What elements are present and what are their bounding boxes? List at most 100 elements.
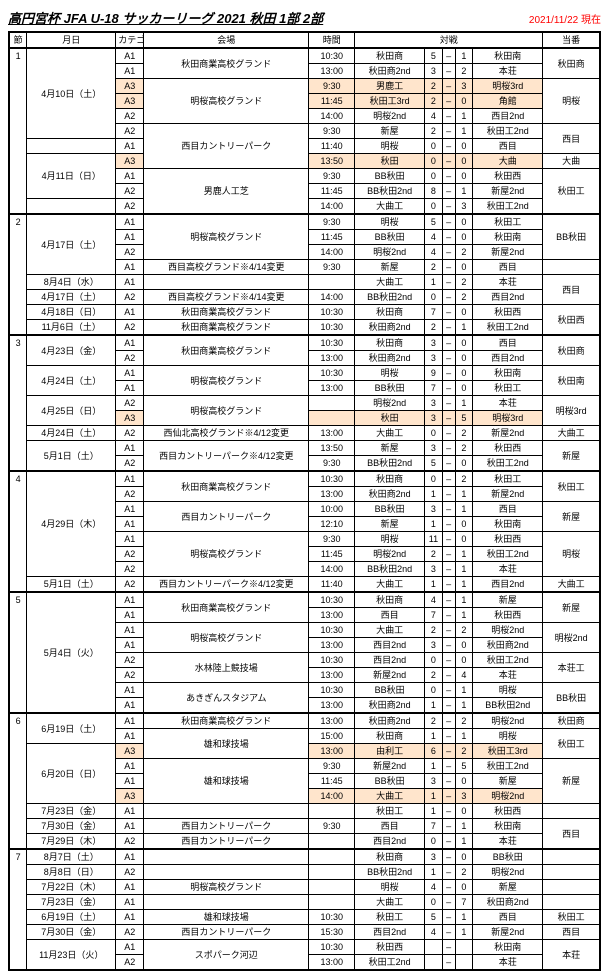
cell-time: 13:00 bbox=[309, 608, 355, 623]
cell-dash: – bbox=[442, 396, 455, 411]
cell-score1: 3 bbox=[425, 411, 443, 426]
cell-score1: 7 bbox=[425, 381, 443, 396]
cell-team2: 本荘 bbox=[473, 668, 543, 683]
cell-category: A2 bbox=[116, 925, 144, 940]
cell-dash: – bbox=[442, 925, 455, 940]
cell-team1: BB秋田 bbox=[355, 774, 425, 789]
cell-score2: 1 bbox=[455, 608, 473, 623]
cell-dash: – bbox=[442, 441, 455, 456]
cell-category: A2 bbox=[116, 547, 144, 562]
cell-score2: 1 bbox=[455, 48, 473, 64]
cell-time: 14:00 bbox=[309, 245, 355, 260]
cell-score1: 4 bbox=[425, 230, 443, 245]
table-row: 7月29日（木）A2西目カントリーパーク西目2nd0–1本荘 bbox=[9, 834, 600, 850]
cell-time: 9:30 bbox=[309, 532, 355, 547]
cell-dash: – bbox=[442, 184, 455, 199]
cell-venue: 明桜高校グランド bbox=[144, 79, 309, 124]
cell-score1: 6 bbox=[425, 744, 443, 759]
cell-score2: 1 bbox=[455, 834, 473, 850]
table-row: 7月30日（金）A1西目カントリーパーク9:30西目7–1秋田南西目 bbox=[9, 819, 600, 834]
cell-time: 13:00 bbox=[309, 713, 355, 729]
cell-category: A2 bbox=[116, 426, 144, 441]
cell-team2: 秋田工2nd bbox=[473, 653, 543, 668]
cell-team1: 大曲工 bbox=[355, 426, 425, 441]
cell-time: 10:30 bbox=[309, 366, 355, 381]
cell-venue: 雄和球技場 bbox=[144, 729, 309, 759]
cell-category: A1 bbox=[116, 608, 144, 623]
cell-score2: 2 bbox=[455, 426, 473, 441]
cell-venue: 秋田商業高校グランド bbox=[144, 48, 309, 79]
cell-score1: 1 bbox=[425, 698, 443, 714]
cell-score2: 0 bbox=[455, 638, 473, 653]
cell-toban: 秋田西 bbox=[543, 305, 600, 336]
cell-setsu: 3 bbox=[9, 335, 27, 471]
cell-category: A1 bbox=[116, 910, 144, 925]
cell-dash: – bbox=[442, 623, 455, 638]
cell-team2: 明桜2nd bbox=[473, 865, 543, 880]
cell-score1: 1 bbox=[425, 804, 443, 819]
cell-team2: 明桜 bbox=[473, 683, 543, 698]
cell-team1: 秋田 bbox=[355, 154, 425, 169]
cell-dash: – bbox=[442, 653, 455, 668]
cell-time: 13:00 bbox=[309, 351, 355, 366]
cell-time: 13:00 bbox=[309, 668, 355, 683]
cell-toban: 秋田商 bbox=[543, 713, 600, 729]
cell-category: A1 bbox=[116, 139, 144, 154]
cell-score1: 1 bbox=[425, 865, 443, 880]
cell-score2: 0 bbox=[455, 305, 473, 320]
cell-time: 10:30 bbox=[309, 653, 355, 668]
cell-score2: 1 bbox=[455, 910, 473, 925]
cell-dash: – bbox=[442, 592, 455, 608]
cell-category: A2 bbox=[116, 290, 144, 305]
cell-team1: 秋田商2nd bbox=[355, 487, 425, 502]
table-row: 7月23日（金）A1大曲工0–7秋田商2nd bbox=[9, 895, 600, 910]
cell-setsu: 4 bbox=[9, 471, 27, 592]
cell-team1: BB秋田 bbox=[355, 381, 425, 396]
cell-category: A1 bbox=[116, 169, 144, 184]
cell-team1: 明桜2nd bbox=[355, 109, 425, 124]
cell-time: 14:00 bbox=[309, 109, 355, 124]
cell-score1: 1 bbox=[425, 789, 443, 804]
cell-team2: 角館 bbox=[473, 94, 543, 109]
cell-dash: – bbox=[442, 290, 455, 305]
cell-score1: 3 bbox=[425, 562, 443, 577]
cell-score1: 0 bbox=[425, 199, 443, 215]
cell-date: 8月4日（水） bbox=[27, 275, 116, 290]
cell-dash: – bbox=[442, 502, 455, 517]
cell-team1: 秋田工 bbox=[355, 804, 425, 819]
cell-team1: 大曲工 bbox=[355, 789, 425, 804]
cell-score1: 2 bbox=[425, 713, 443, 729]
cell-category: A1 bbox=[116, 698, 144, 714]
cell-team2: 秋田南 bbox=[473, 517, 543, 532]
cell-score1: 0 bbox=[425, 426, 443, 441]
cell-time bbox=[309, 834, 355, 850]
cell-category: A1 bbox=[116, 260, 144, 275]
cell-team1: 明桜 bbox=[355, 214, 425, 230]
cell-category: A1 bbox=[116, 471, 144, 487]
cell-dash: – bbox=[442, 456, 455, 472]
cell-team1: 新屋 bbox=[355, 517, 425, 532]
cell-category: A1 bbox=[116, 940, 144, 955]
cell-team2: 秋田南 bbox=[473, 230, 543, 245]
cell-team1: 新屋 bbox=[355, 441, 425, 456]
cell-venue: 西目カントリーパーク bbox=[144, 124, 309, 169]
cell-score2: 0 bbox=[455, 532, 473, 547]
cell-team1: BB秋田2nd bbox=[355, 865, 425, 880]
cell-score1: 3 bbox=[425, 502, 443, 517]
cell-score2: 0 bbox=[455, 94, 473, 109]
cell-dash: – bbox=[442, 713, 455, 729]
cell-time: 14:00 bbox=[309, 199, 355, 215]
cell-score2: 2 bbox=[455, 441, 473, 456]
cell-category: A1 bbox=[116, 804, 144, 819]
cell-toban: 西目 bbox=[543, 275, 600, 305]
cell-category: A2 bbox=[116, 668, 144, 683]
cell-score2: 1 bbox=[455, 502, 473, 517]
cell-score1: 2 bbox=[425, 94, 443, 109]
cell-score1: 9 bbox=[425, 366, 443, 381]
cell-dash: – bbox=[442, 64, 455, 79]
cell-time: 10:30 bbox=[309, 683, 355, 698]
cell-dash: – bbox=[442, 48, 455, 64]
cell-category: A1 bbox=[116, 275, 144, 290]
cell-date: 7月23日（金） bbox=[27, 804, 116, 819]
cell-time: 11:40 bbox=[309, 139, 355, 154]
